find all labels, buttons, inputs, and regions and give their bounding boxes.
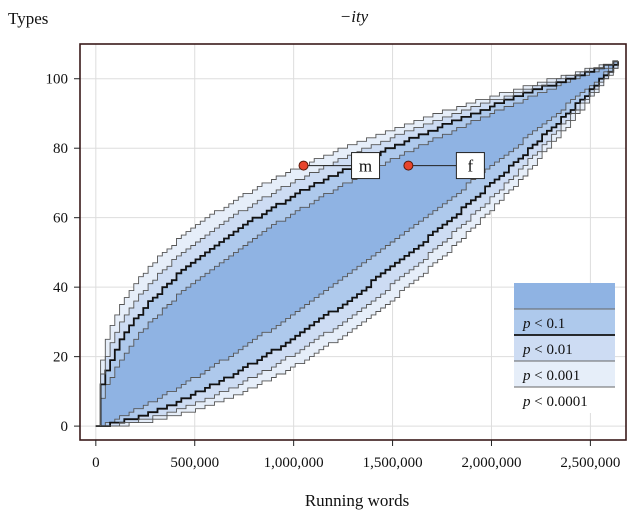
legend-label: p < 0.01 (522, 342, 573, 358)
legend-row (514, 309, 615, 335)
y-axis-ticks: 0 20 40 60 80 100 (46, 72, 80, 435)
legend-label: p < 0.001 (522, 368, 580, 384)
point-label-box (351, 152, 381, 180)
band-lower-edge (95, 61, 619, 427)
band-upper-edge (95, 60, 619, 427)
y-tick-label: 80 (53, 141, 68, 157)
legend: p < 0.1 p < 0.01 p < 0.001 p < 0.0001 (514, 283, 615, 413)
point-label: m (359, 157, 372, 176)
x-tick-label: 500,000 (170, 455, 219, 471)
band-upper-edge (95, 60, 619, 428)
x-axis-ticks: 0 500,000 1,000,000 1,500,000 2,000,000 2,500… (92, 440, 620, 471)
confidence-band (95, 61, 619, 427)
band-lower-edge (95, 61, 619, 427)
x-tick-label: 2,000,000 (461, 455, 521, 471)
y-axis-label: Types (8, 9, 48, 28)
legend-label: p < 0.1 (522, 316, 565, 332)
legend-row (514, 361, 615, 387)
legend-row (514, 387, 615, 413)
legend-label: p < 0.0001 (522, 394, 588, 410)
band-lower-edge (95, 61, 619, 428)
x-axis-label: Running words (305, 491, 409, 510)
x-tick-label: 0 (92, 455, 100, 471)
y-tick-label: 40 (53, 280, 68, 296)
y-tick-label: 100 (46, 72, 69, 88)
legend-row (514, 335, 615, 361)
band-upper-edge (95, 61, 619, 427)
legend-swatch-top (514, 283, 615, 309)
y-tick-label: 20 (53, 350, 68, 366)
x-tick-label: 2,500,000 (560, 455, 620, 471)
point-label: f (468, 157, 474, 176)
y-tick-label: 60 (53, 211, 68, 227)
x-tick-label: 1,000,000 (264, 455, 324, 471)
chart-title: −ity (340, 7, 369, 26)
y-tick-label: 0 (61, 419, 69, 435)
x-tick-label: 1,500,000 (363, 455, 423, 471)
confidence-bands (95, 60, 619, 428)
data-point (403, 160, 414, 171)
plot-border (79, 43, 627, 441)
data-point (298, 160, 309, 171)
point-label-box (455, 152, 485, 180)
